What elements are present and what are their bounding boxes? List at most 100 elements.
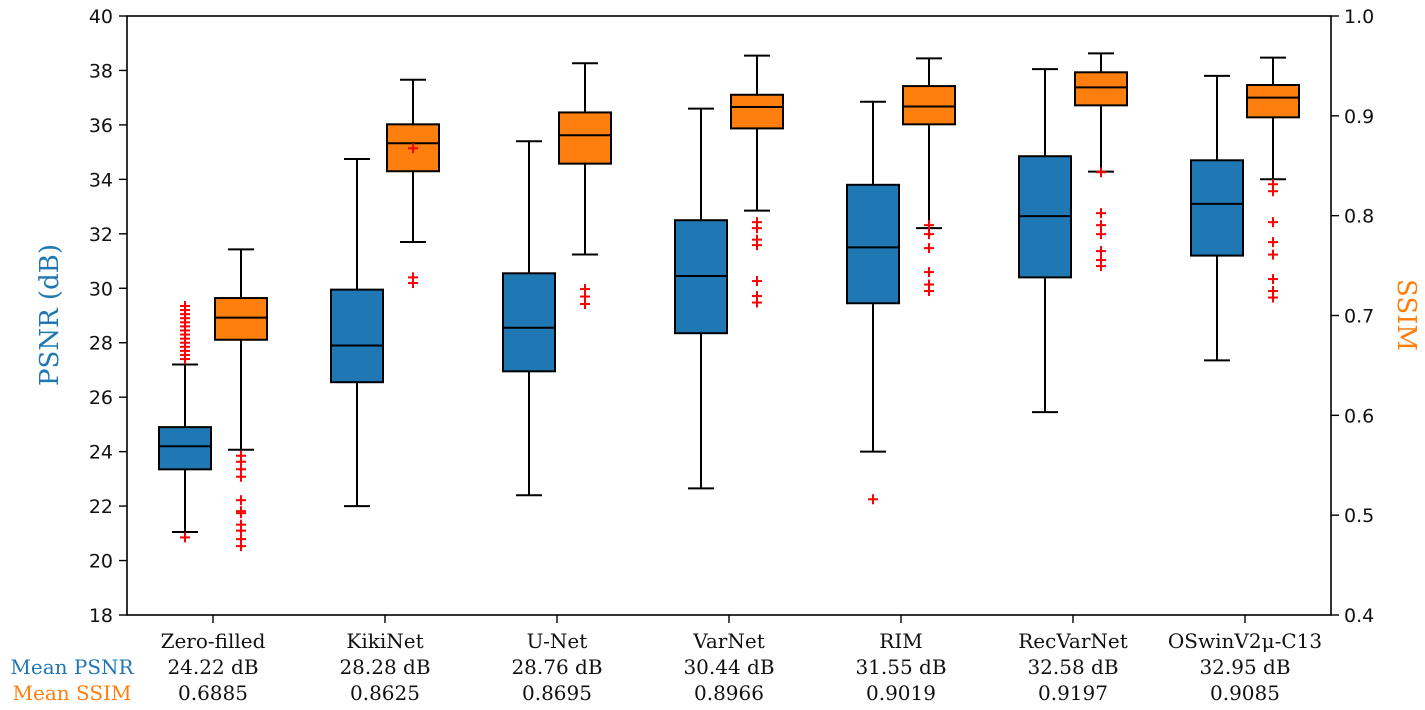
left-tick-label: 32 — [89, 224, 113, 246]
left-tick-label: 18 — [89, 605, 113, 627]
outlier-marker — [236, 519, 246, 530]
outlier-marker — [752, 276, 762, 287]
ssim-box-2 — [386, 78, 440, 289]
right-tick-label: 0.5 — [1344, 505, 1374, 527]
category-label: KikiNet — [346, 629, 423, 653]
outlier-marker — [180, 300, 190, 311]
outlier-marker — [236, 506, 246, 517]
box-series — [158, 52, 1300, 552]
outlier-marker — [408, 143, 418, 154]
box-body — [902, 85, 956, 126]
psnr-box-1 — [158, 300, 212, 543]
box-body — [730, 93, 784, 130]
psnr-box-4 — [674, 107, 728, 490]
right-tick-label: 0.9 — [1344, 106, 1374, 128]
outlier-marker — [236, 450, 246, 461]
outlier-marker — [924, 220, 934, 231]
outlier-marker — [236, 534, 246, 545]
box-body — [1246, 83, 1300, 119]
left-tick-label: 28 — [89, 333, 113, 355]
left-tick-label: 22 — [89, 496, 113, 518]
y-axis-label-right: SSIM — [1391, 279, 1421, 351]
outlier-marker — [1268, 217, 1278, 228]
box-body — [502, 272, 556, 373]
outlier-marker — [924, 243, 934, 254]
box-body — [386, 123, 440, 173]
ssim-box-1 — [214, 248, 268, 552]
ssim-box-7 — [1246, 56, 1300, 303]
outlier-marker — [1096, 229, 1106, 240]
outlier-marker — [1268, 274, 1278, 285]
outlier-marker — [1268, 237, 1278, 248]
ssim-box-4 — [730, 54, 784, 308]
category-label: VarNet — [692, 629, 764, 653]
psnr-box-5 — [846, 100, 900, 505]
outlier-marker — [924, 279, 934, 290]
mean-psnr-value: 28.28 dB — [339, 655, 430, 679]
psnr-box-7 — [1190, 74, 1244, 362]
mean-psnr-value: 28.76 dB — [511, 655, 602, 679]
box-body — [330, 288, 384, 384]
outlier-marker — [408, 272, 418, 283]
category-label: U-Net — [527, 629, 588, 653]
outlier-marker — [180, 532, 190, 543]
outlier-marker — [1096, 167, 1106, 178]
box-body — [558, 111, 612, 165]
y-axis-label-left: PSNR (dB) — [35, 244, 65, 386]
outlier-marker — [924, 267, 934, 278]
plot-frame — [126, 15, 1332, 616]
mean-ssim-value: 0.9019 — [866, 681, 936, 705]
ssim-box-6 — [1074, 52, 1128, 272]
outlier-marker — [1096, 208, 1106, 219]
left-tick-label: 24 — [89, 442, 113, 464]
psnr-box-6 — [1018, 68, 1072, 414]
outlier-marker — [752, 217, 762, 228]
category-label: RIM — [879, 629, 922, 653]
mean-psnr-value: 31.55 dB — [855, 655, 946, 679]
mean-ssim-value: 0.9197 — [1038, 681, 1108, 705]
right-tick-label: 0.7 — [1344, 306, 1374, 328]
right-tick-label: 1.0 — [1344, 6, 1374, 28]
outlier-marker — [924, 229, 934, 240]
mean-ssim-row-label: Mean SSIM — [13, 681, 132, 705]
ssim-box-5 — [902, 57, 956, 297]
outlier-marker — [1268, 286, 1278, 297]
outlier-marker — [752, 234, 762, 245]
psnr-box-3 — [502, 140, 556, 497]
category-label: Zero-filled — [161, 629, 266, 653]
outlier-marker — [752, 291, 762, 302]
mean-psnr-row-label: Mean PSNR — [10, 655, 134, 679]
mean-ssim-value: 0.8625 — [350, 681, 420, 705]
outlier-marker — [868, 494, 878, 505]
mean-ssim-value: 0.8966 — [694, 681, 764, 705]
right-axis-ticks: 0.4 0.5 0.6 0.7 0.8 0.9 1.0 — [1331, 6, 1374, 627]
mean-psnr-value: 32.95 dB — [1199, 655, 1290, 679]
left-tick-label: 20 — [89, 551, 113, 573]
mean-ssim-value: 0.8695 — [522, 681, 592, 705]
box-body — [158, 426, 212, 471]
outlier-marker — [1096, 246, 1106, 257]
box-body — [1190, 159, 1244, 257]
outlier-marker — [1268, 249, 1278, 260]
category-label: OSwinV2μ-C13 — [1168, 629, 1322, 653]
outlier-marker — [580, 284, 590, 295]
right-tick-label: 0.8 — [1344, 206, 1374, 228]
outlier-marker — [1096, 255, 1106, 266]
left-tick-label: 26 — [89, 387, 113, 409]
left-tick-label: 34 — [89, 169, 113, 191]
left-tick-label: 30 — [89, 278, 113, 300]
left-tick-label: 40 — [89, 6, 113, 28]
mean-ssim-value: 0.6885 — [178, 681, 248, 705]
mean-ssim-value: 0.9085 — [1210, 681, 1280, 705]
right-tick-label: 0.4 — [1344, 605, 1374, 627]
mean-psnr-value: 24.22 dB — [167, 655, 258, 679]
outlier-marker — [236, 495, 246, 506]
left-tick-label: 38 — [89, 60, 113, 82]
right-tick-label: 0.6 — [1344, 405, 1374, 427]
box-body — [214, 297, 268, 341]
psnr-box-2 — [330, 157, 384, 508]
mean-psnr-value: 32.58 dB — [1027, 655, 1118, 679]
box-body — [846, 183, 900, 305]
